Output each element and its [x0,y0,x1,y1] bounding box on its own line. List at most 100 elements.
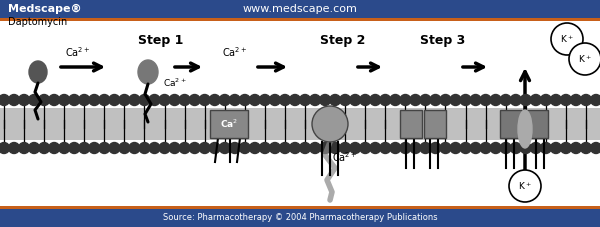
Circle shape [169,94,180,106]
Circle shape [239,94,250,106]
Circle shape [490,143,501,153]
Circle shape [312,106,348,142]
Ellipse shape [138,60,158,84]
Circle shape [480,143,491,153]
Circle shape [360,94,371,106]
Circle shape [350,143,361,153]
Circle shape [19,143,29,153]
Circle shape [380,94,391,106]
Circle shape [400,94,411,106]
Circle shape [329,94,341,106]
Circle shape [79,143,90,153]
Text: Ca$^{2+}$: Ca$^{2+}$ [332,150,358,164]
Ellipse shape [518,110,532,148]
Circle shape [410,94,421,106]
Circle shape [269,94,280,106]
Circle shape [450,94,461,106]
Circle shape [310,143,320,153]
Circle shape [0,94,10,106]
Bar [400,110,422,138]
Circle shape [360,143,371,153]
Circle shape [520,94,531,106]
Bar [0,209,600,227]
Circle shape [89,94,100,106]
Circle shape [509,170,541,202]
Circle shape [289,94,301,106]
Circle shape [310,94,320,106]
Circle shape [29,143,40,153]
Circle shape [99,94,110,106]
Circle shape [119,94,130,106]
Circle shape [580,143,592,153]
Text: Ca$^{2+}$: Ca$^{2+}$ [163,77,187,89]
Circle shape [69,94,80,106]
Circle shape [510,94,521,106]
Circle shape [280,143,290,153]
Circle shape [189,143,200,153]
Circle shape [390,143,401,153]
Circle shape [590,143,600,153]
Circle shape [179,94,190,106]
Circle shape [510,143,521,153]
Circle shape [69,143,80,153]
Text: Step 3: Step 3 [420,34,465,47]
Text: K$^+$: K$^+$ [560,33,574,45]
Circle shape [209,94,220,106]
Circle shape [0,143,10,153]
Text: K$^+$: K$^+$ [518,180,532,192]
Circle shape [580,94,592,106]
Circle shape [329,143,341,153]
Circle shape [530,143,541,153]
Circle shape [89,143,100,153]
Circle shape [199,143,210,153]
Circle shape [229,143,240,153]
Circle shape [8,143,20,153]
Circle shape [129,143,140,153]
Circle shape [520,143,531,153]
Circle shape [450,143,461,153]
Circle shape [139,94,150,106]
Circle shape [541,94,551,106]
Circle shape [199,94,210,106]
Text: Step 1: Step 1 [138,34,184,47]
Text: Medscape®: Medscape® [8,4,82,14]
Circle shape [340,143,350,153]
Circle shape [229,94,240,106]
Circle shape [99,143,110,153]
Circle shape [239,143,250,153]
Bar [0,18,600,21]
Circle shape [390,94,401,106]
Circle shape [79,94,90,106]
Circle shape [269,143,280,153]
Circle shape [400,143,411,153]
Bar [210,110,248,138]
Circle shape [280,94,290,106]
Circle shape [49,143,59,153]
Circle shape [410,143,421,153]
Circle shape [440,143,451,153]
Circle shape [350,94,361,106]
Text: Source: Pharmacotherapy © 2004 Pharmacotherapy Publications: Source: Pharmacotherapy © 2004 Pharmacot… [163,214,437,222]
Circle shape [149,143,160,153]
Circle shape [59,94,70,106]
Circle shape [541,143,551,153]
Text: Step 2: Step 2 [320,34,365,47]
Circle shape [259,143,271,153]
Circle shape [299,143,311,153]
Text: Daptomycin: Daptomycin [8,17,67,27]
Circle shape [590,94,600,106]
Circle shape [320,94,331,106]
Circle shape [420,143,431,153]
Circle shape [289,143,301,153]
Text: Ca$^{2}$: Ca$^{2}$ [220,118,238,130]
Circle shape [440,94,451,106]
Circle shape [370,143,381,153]
Circle shape [189,94,200,106]
Circle shape [470,94,481,106]
Circle shape [470,143,481,153]
Circle shape [550,143,562,153]
Circle shape [340,94,350,106]
Circle shape [380,143,391,153]
Bar [0,21,600,206]
Circle shape [530,94,541,106]
